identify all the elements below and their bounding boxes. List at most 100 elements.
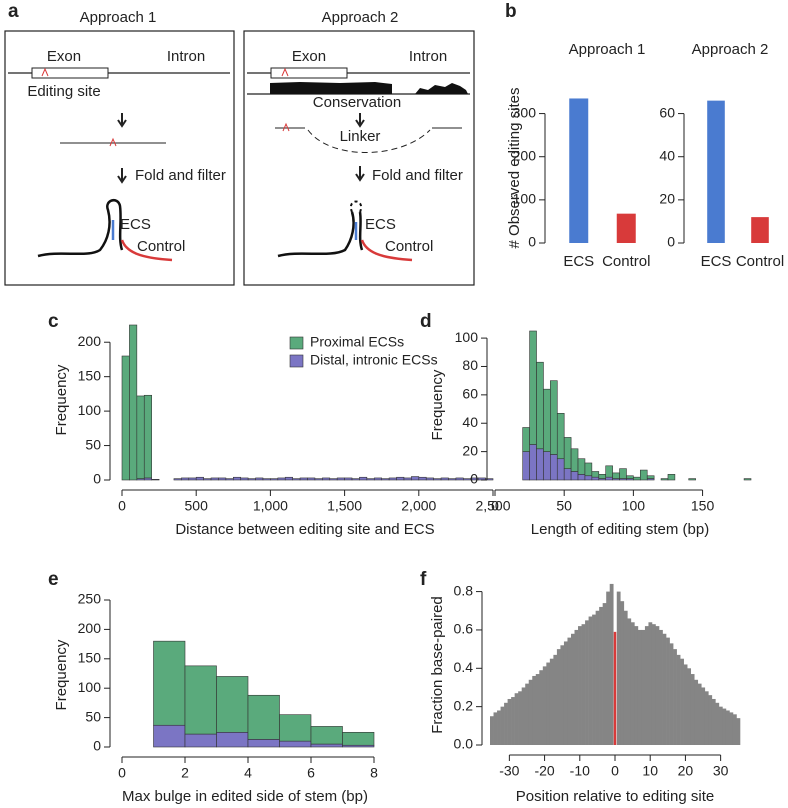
histogram-bar — [411, 476, 420, 481]
histogram-bar — [373, 477, 382, 481]
bar — [694, 679, 699, 745]
y-tick-label: 100 — [513, 191, 537, 207]
bar — [683, 664, 688, 745]
bar — [507, 698, 512, 745]
x-tick-label: Control — [602, 253, 650, 270]
histogram-bar — [448, 478, 457, 481]
hairpin-control — [360, 239, 413, 262]
bar — [602, 603, 607, 745]
y-axis-label: Frequency — [429, 369, 446, 440]
y-tick-label: 40 — [659, 147, 675, 163]
histogram-bar — [344, 477, 353, 481]
histogram-bar — [529, 330, 537, 445]
bar — [581, 624, 586, 745]
bar — [493, 712, 498, 745]
bar — [666, 637, 670, 745]
bar — [697, 683, 702, 745]
histogram-bar — [292, 478, 301, 481]
histogram-bar — [570, 471, 579, 481]
histogram-bar — [270, 478, 279, 481]
histogram-bar — [181, 477, 190, 481]
bar — [595, 610, 600, 745]
histogram-bar — [184, 733, 217, 748]
label: Intron — [409, 48, 447, 65]
histogram-bar — [262, 478, 271, 481]
panel-label: b — [505, 1, 517, 22]
bar — [637, 629, 642, 745]
hairpin-linker — [349, 200, 363, 213]
histogram-bar — [667, 474, 676, 481]
histogram-bar — [522, 427, 530, 452]
y-tick-label: 100 — [78, 402, 102, 418]
x-tick-label: 150 — [691, 498, 715, 514]
histogram-bar — [619, 468, 627, 479]
histogram-bar — [522, 451, 530, 481]
histogram-bar — [556, 458, 565, 481]
legend-label: Distal, intronic ECSs — [310, 352, 438, 368]
histogram-bar — [425, 477, 434, 481]
panel-label: a — [8, 1, 19, 22]
label: Linker — [340, 128, 381, 145]
histogram-bar — [247, 694, 280, 740]
x-axis-label: Position relative to editing site — [516, 788, 714, 805]
bar — [680, 658, 684, 745]
bar — [659, 629, 663, 745]
legend-swatch — [289, 354, 304, 368]
bar — [641, 629, 646, 745]
histogram-bar — [203, 478, 212, 481]
bar — [711, 698, 716, 745]
bar — [613, 631, 617, 745]
y-tick-label: 0 — [667, 234, 675, 250]
bar — [511, 697, 515, 745]
histogram-bar — [688, 478, 696, 481]
bar — [620, 601, 625, 745]
x-tick-label: -20 — [534, 763, 554, 779]
bar — [500, 706, 505, 745]
histogram-bar — [388, 477, 397, 481]
bar — [490, 716, 494, 745]
x-tick-label: Control — [736, 253, 784, 270]
x-tick-label: 2,500 — [475, 498, 510, 514]
histogram-bar — [591, 476, 600, 481]
histogram-bar — [216, 676, 249, 733]
y-axis-label: Frequency — [53, 639, 70, 710]
histogram-bar — [307, 477, 316, 481]
bar — [560, 645, 565, 745]
histogram-bar — [440, 477, 449, 481]
bar — [535, 674, 540, 745]
histogram-bar — [342, 731, 375, 746]
histogram-bar — [240, 477, 249, 481]
bar — [549, 658, 554, 745]
editing-mark — [282, 122, 290, 132]
histogram-bar — [216, 731, 249, 748]
histogram-bar — [605, 476, 613, 481]
histogram-bar — [646, 475, 655, 479]
histogram-bar — [396, 476, 405, 481]
bar — [669, 643, 674, 745]
bar — [504, 702, 508, 745]
bar — [585, 620, 589, 745]
x-tick-label: 0 — [611, 763, 619, 779]
bar — [648, 622, 653, 745]
label: ECS — [120, 216, 151, 233]
bar — [553, 654, 558, 745]
editing-mark — [109, 137, 117, 147]
bar — [546, 662, 551, 745]
histogram-bar — [210, 477, 219, 481]
y-axis-label: Fraction base-paired — [429, 596, 446, 734]
bar — [725, 710, 730, 745]
exon-box — [270, 67, 348, 79]
diagram-title: Approach 1 — [80, 9, 157, 26]
histogram-bar — [121, 355, 130, 481]
histogram-bar — [225, 478, 234, 481]
histogram-bar — [433, 478, 442, 481]
x-tick-label: -10 — [570, 763, 590, 779]
chart-title: Approach 2 — [692, 41, 769, 58]
histogram-bar — [543, 451, 551, 481]
x-axis-label: Length of editing stem (bp) — [531, 521, 709, 538]
histogram-bar — [577, 474, 586, 481]
histogram-bar — [418, 476, 427, 481]
histogram-bar — [591, 471, 600, 478]
histogram-bar — [584, 462, 593, 477]
